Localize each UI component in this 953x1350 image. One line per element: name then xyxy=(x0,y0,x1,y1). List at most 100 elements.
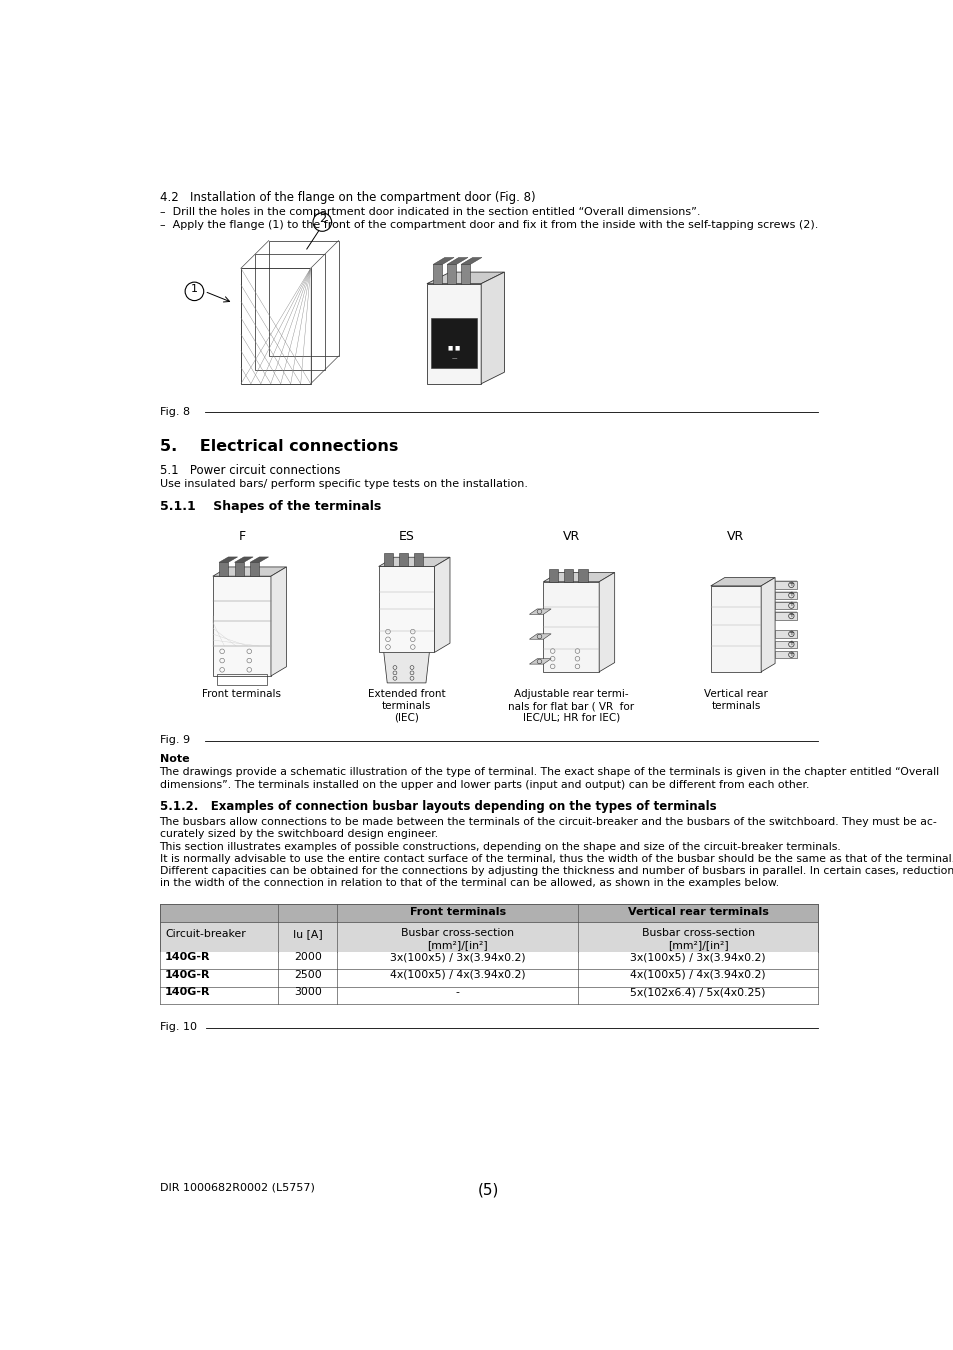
Text: [mm²]/[in²]: [mm²]/[in²] xyxy=(427,941,488,950)
Text: in the width of the connection in relation to that of the terminal can be allowe: in the width of the connection in relati… xyxy=(159,878,778,888)
Bar xyxy=(774,591,796,599)
Text: The busbars allow connections to be made between the terminals of the circuit-br: The busbars allow connections to be made… xyxy=(159,817,936,828)
Bar xyxy=(548,570,558,582)
Text: This section illustrates examples of possible constructions, depending on the sh: This section illustrates examples of pos… xyxy=(159,841,841,852)
Polygon shape xyxy=(529,634,551,639)
Text: 5.1   Power circuit connections: 5.1 Power circuit connections xyxy=(159,464,339,477)
Text: –  Drill the holes in the compartment door indicated in the section entitled “Ov: – Drill the holes in the compartment doo… xyxy=(159,207,700,216)
Text: 4x(100x5) / 4x(3.94x0.2): 4x(100x5) / 4x(3.94x0.2) xyxy=(390,969,525,980)
Bar xyxy=(460,265,470,284)
Bar xyxy=(216,675,267,686)
Polygon shape xyxy=(529,659,551,664)
Bar xyxy=(543,582,598,672)
Text: IEC/UL; HR for IEC): IEC/UL; HR for IEC) xyxy=(522,713,619,724)
Text: Busbar cross-section: Busbar cross-section xyxy=(400,929,514,938)
Polygon shape xyxy=(434,558,450,652)
Text: 140G-R: 140G-R xyxy=(165,969,211,980)
Text: Busbar cross-section: Busbar cross-section xyxy=(641,929,754,938)
Text: +: + xyxy=(787,629,794,636)
Text: It is normally advisable to use the entire contact surface of the terminal, thus: It is normally advisable to use the enti… xyxy=(159,853,953,864)
Bar xyxy=(563,570,572,582)
Text: Front terminals: Front terminals xyxy=(409,907,505,917)
Text: 3000: 3000 xyxy=(294,987,321,998)
Bar xyxy=(431,319,476,369)
Bar xyxy=(159,904,818,922)
Bar xyxy=(213,576,271,676)
Text: VR: VR xyxy=(562,531,579,544)
Polygon shape xyxy=(543,572,614,582)
Text: nals for flat bar ( VR  for: nals for flat bar ( VR for xyxy=(508,701,634,711)
Text: 2000: 2000 xyxy=(294,953,321,963)
Text: Fig. 9: Fig. 9 xyxy=(159,736,190,745)
Text: Iu [A]: Iu [A] xyxy=(293,929,322,940)
Text: 4x(100x5) / 4x(3.94x0.2): 4x(100x5) / 4x(3.94x0.2) xyxy=(630,969,765,980)
Bar xyxy=(250,563,259,576)
Bar xyxy=(159,952,818,969)
Bar xyxy=(219,563,228,576)
Bar xyxy=(774,651,796,659)
Bar xyxy=(433,265,442,284)
Text: Vertical rear terminals: Vertical rear terminals xyxy=(627,907,768,917)
Text: terminals: terminals xyxy=(381,701,431,711)
Text: (5): (5) xyxy=(477,1183,499,1197)
Polygon shape xyxy=(529,609,551,614)
Text: Fig. 8: Fig. 8 xyxy=(159,406,190,417)
Polygon shape xyxy=(234,558,253,563)
Text: 5.1.1    Shapes of the terminals: 5.1.1 Shapes of the terminals xyxy=(159,500,380,513)
Text: Note: Note xyxy=(159,753,189,764)
Bar xyxy=(384,552,393,567)
Bar xyxy=(378,567,434,652)
Text: VR: VR xyxy=(726,531,743,544)
Text: 5.    Electrical connections: 5. Electrical connections xyxy=(159,439,397,454)
Polygon shape xyxy=(480,273,504,383)
Text: +: + xyxy=(787,602,794,608)
Polygon shape xyxy=(598,572,614,672)
Polygon shape xyxy=(213,567,286,576)
Polygon shape xyxy=(250,558,269,563)
Polygon shape xyxy=(383,648,430,683)
Bar xyxy=(234,563,244,576)
Bar xyxy=(774,641,796,648)
Text: Vertical rear: Vertical rear xyxy=(703,688,767,699)
Text: 5.1.2.   Examples of connection busbar layouts depending on the types of termina: 5.1.2. Examples of connection busbar lay… xyxy=(159,801,716,813)
Text: terminals: terminals xyxy=(711,701,760,711)
Text: +: + xyxy=(787,591,794,597)
Text: 140G-R: 140G-R xyxy=(165,987,211,998)
Bar xyxy=(159,987,818,1004)
Polygon shape xyxy=(433,258,454,265)
Text: curately sized by the switchboard design engineer.: curately sized by the switchboard design… xyxy=(159,829,437,840)
Text: DIR 1000682R0002 (L5757): DIR 1000682R0002 (L5757) xyxy=(159,1183,314,1192)
Text: Front terminals: Front terminals xyxy=(202,688,281,699)
Text: Extended front: Extended front xyxy=(368,688,445,699)
Polygon shape xyxy=(760,578,774,672)
Bar xyxy=(578,570,587,582)
Text: 1: 1 xyxy=(191,284,197,294)
Polygon shape xyxy=(219,558,237,563)
Text: +: + xyxy=(787,651,794,656)
Polygon shape xyxy=(460,258,481,265)
Bar xyxy=(427,284,480,383)
Bar xyxy=(774,582,796,589)
Text: ES: ES xyxy=(398,531,415,544)
Text: –  Apply the flange (1) to the front of the compartment door and fix it from the: – Apply the flange (1) to the front of t… xyxy=(159,220,817,230)
Text: ■ ■: ■ ■ xyxy=(448,346,459,350)
Text: Circuit-breaker: Circuit-breaker xyxy=(165,929,246,940)
Polygon shape xyxy=(378,558,450,567)
Bar xyxy=(398,552,408,567)
Text: Fig. 10: Fig. 10 xyxy=(159,1022,196,1033)
Text: 2: 2 xyxy=(318,215,326,224)
Text: —: — xyxy=(451,356,456,362)
Bar xyxy=(159,922,818,952)
Text: 4.2   Installation of the flange on the compartment door (Fig. 8): 4.2 Installation of the flange on the co… xyxy=(159,192,535,204)
Text: 2500: 2500 xyxy=(294,969,321,980)
Text: 3x(100x5) / 3x(3.94x0.2): 3x(100x5) / 3x(3.94x0.2) xyxy=(390,953,525,963)
Text: +: + xyxy=(787,612,794,618)
Bar xyxy=(159,969,818,987)
Polygon shape xyxy=(427,273,504,284)
Text: +: + xyxy=(787,640,794,647)
Text: dimensions”. The terminals installed on the upper and lower parts (input and out: dimensions”. The terminals installed on … xyxy=(159,780,808,790)
Text: Use insulated bars/ perform specific type tests on the installation.: Use insulated bars/ perform specific typ… xyxy=(159,479,527,489)
Text: +: + xyxy=(787,580,794,587)
Bar xyxy=(413,552,422,567)
Text: Adjustable rear termi-: Adjustable rear termi- xyxy=(514,688,628,699)
